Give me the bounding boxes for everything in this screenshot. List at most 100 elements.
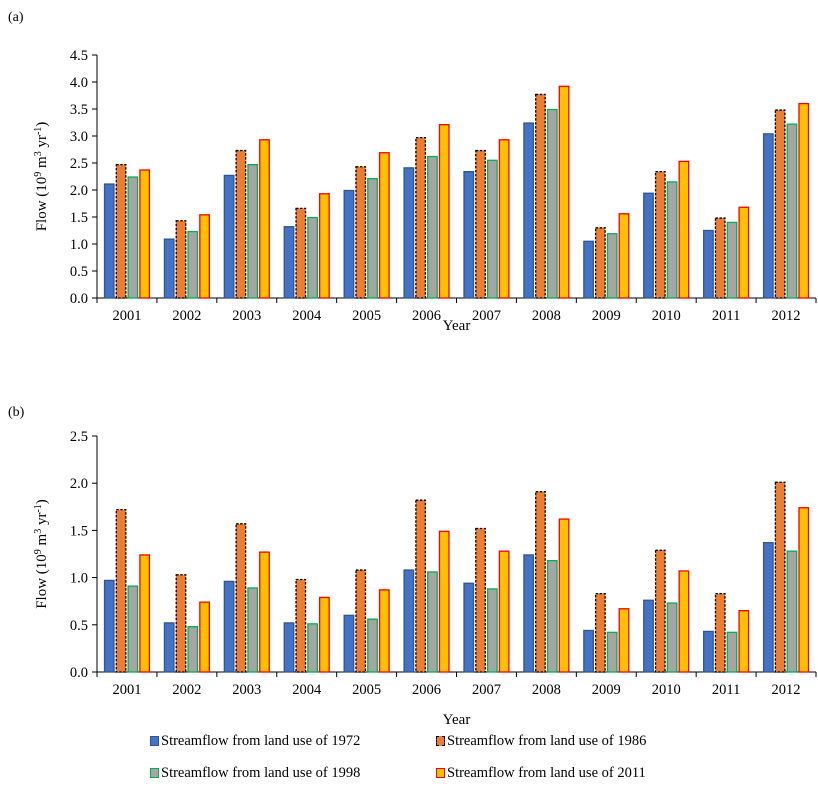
a-bar-1972-2006 (403, 167, 415, 299)
b-bar-1986-2002 (175, 574, 187, 673)
a-y-tick-label: 2.5 (70, 156, 88, 172)
b-x-tick-label: 2012 (772, 682, 801, 698)
b-y-label-sup: 3 (33, 529, 44, 534)
a-y-tick-label: 4.5 (70, 48, 88, 64)
b-bar-2011-2005 (378, 589, 390, 673)
legend-swatch-2011 (436, 768, 445, 778)
a-bar-2011-2005 (378, 152, 390, 299)
a-bar-1986-2001 (115, 163, 127, 299)
a-y-label-part: ) (34, 122, 50, 127)
a-y-label-sup: 3 (33, 151, 44, 156)
a-bar-1998-2006 (427, 155, 438, 299)
legend-label-1972: Streamflow from land use of 1972 (161, 733, 361, 749)
legend-item-2011: Streamflow from land use of 2011 (436, 765, 646, 782)
a-bar-1998-2009 (606, 233, 618, 299)
b-x-tick-label: 2006 (412, 682, 441, 698)
a-bar-1972-2007 (463, 170, 475, 299)
b-x-tick-label: 2008 (532, 682, 561, 698)
a-y-label-part: yr (34, 135, 50, 151)
a-y-label-part: Flow (10 (34, 177, 50, 232)
a-bar-2011-2006 (438, 124, 450, 299)
panel-a-label: (a) (8, 10, 24, 25)
b-bar-1986-2007 (475, 527, 486, 673)
b-y-label-sup: 9 (33, 549, 44, 554)
a-bar-2011-2010 (678, 160, 690, 299)
panel-b-label: (b) (8, 405, 25, 420)
b-bar-2011-2002 (199, 601, 210, 673)
a-y-tick-label: 4.0 (70, 75, 88, 91)
a-bar-1998-2004 (307, 216, 319, 299)
a-y-label-sup: -1 (33, 127, 44, 135)
a-x-tick-label: 2004 (292, 308, 322, 324)
b-y-tick-label: 0.5 (70, 618, 88, 634)
b-bar-2011-2007 (498, 550, 510, 673)
a-x-tick-label: 2005 (352, 308, 381, 324)
a-bar-1986-2006 (415, 136, 427, 299)
legend-swatch-1986 (436, 736, 445, 746)
b-bar-1972-2004 (283, 622, 295, 673)
b-bar-1972-2002 (163, 622, 175, 673)
a-x-axis-label: Year (443, 318, 471, 334)
b-bar-2011-2006 (438, 530, 450, 673)
legend-item-1972: Streamflow from land use of 1972 (150, 733, 360, 750)
b-bar-1972-2011 (703, 630, 714, 673)
a-bar-1972-2003 (223, 174, 235, 299)
a-y-tick-label: 2.0 (70, 183, 88, 199)
a-x-tick-label: 2008 (532, 308, 561, 324)
b-bar-2011-2009 (618, 608, 630, 673)
b-bar-2011-2012 (798, 507, 810, 673)
a-bar-2011-2004 (319, 193, 330, 299)
b-bar-1998-2003 (247, 587, 259, 673)
a-y-tick-label: 3.0 (70, 129, 88, 145)
a-bar-2011-2007 (498, 139, 510, 299)
a-bar-1998-2003 (247, 163, 259, 299)
b-bar-1972-2001 (103, 579, 115, 673)
a-bar-1998-2001 (127, 176, 139, 299)
b-x-tick-label: 2007 (472, 682, 501, 698)
b-bar-1998-2001 (127, 585, 139, 673)
b-bar-1998-2005 (367, 618, 378, 673)
b-bar-1972-2007 (463, 582, 475, 673)
b-x-tick-label: 2003 (232, 682, 261, 698)
a-bar-1986-2007 (475, 149, 486, 299)
a-bar-2011-2009 (618, 213, 630, 299)
a-bar-1972-2010 (643, 192, 654, 299)
b-y-label-part: ) (34, 499, 50, 504)
b-bar-2011-2003 (259, 551, 270, 673)
a-bar-2011-2002 (199, 214, 210, 299)
b-y-label-sup: -1 (33, 504, 44, 512)
b-bar-1998-2011 (726, 631, 738, 673)
a-y-tick-label: 1.5 (70, 210, 88, 226)
legend-swatch-1998 (150, 768, 159, 778)
b-bar-1972-2010 (643, 599, 654, 673)
a-bar-1986-2002 (175, 220, 187, 299)
b-x-tick-label: 2004 (292, 682, 322, 698)
a-bar-1998-2002 (187, 230, 199, 299)
b-y-label-part: Flow (10 (34, 554, 50, 609)
a-x-tick-label: 2011 (712, 308, 740, 324)
a-bar-1986-2011 (714, 217, 726, 299)
a-y-axis-label: Flow (109 m3 yr-1) (33, 122, 50, 232)
legend-label-1986: Streamflow from land use of 1986 (447, 733, 647, 749)
a-bar-1972-2009 (583, 240, 594, 299)
a-x-tick-label: 2002 (172, 308, 201, 324)
legend-item-1986: Streamflow from land use of 1986 (436, 733, 646, 750)
a-y-tick-label: 1.0 (70, 237, 88, 253)
b-y-label-part: m (34, 533, 50, 549)
b-bar-1986-2006 (415, 499, 427, 673)
chart-b: 0.0 0.5 1.0 1.5 2.0 2.5 2001 2002 2003 2004 2005 20… (33, 429, 817, 728)
a-x-tick-label: 2010 (652, 308, 681, 324)
a-bar-1998-2008 (546, 108, 558, 299)
a-bar-2011-2011 (738, 206, 750, 299)
a-bar-2011-2003 (259, 139, 270, 299)
a-bar-1986-2012 (774, 109, 786, 299)
legend-item-1998: Streamflow from land use of 1998 (150, 765, 360, 782)
a-bar-2011-2008 (558, 85, 570, 299)
legend-swatch-1972 (150, 736, 159, 746)
a-bar-1986-2008 (535, 93, 546, 299)
b-y-tick-label: 1.0 (70, 571, 88, 587)
a-y-label-sup: 9 (33, 172, 44, 177)
a-x-tick-label: 2001 (112, 308, 141, 324)
b-bar-1998-2006 (427, 571, 438, 673)
a-x-tick-label: 2012 (772, 308, 801, 324)
